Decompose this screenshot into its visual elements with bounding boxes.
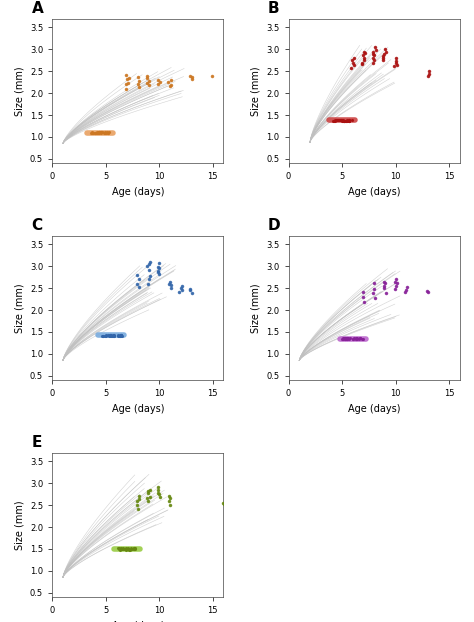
X-axis label: Age (days): Age (days) [348, 404, 401, 414]
Y-axis label: Size (mm): Size (mm) [251, 283, 261, 333]
X-axis label: Age (days): Age (days) [111, 404, 164, 414]
Text: B: B [268, 1, 280, 16]
Text: E: E [32, 435, 42, 450]
Text: D: D [268, 218, 281, 233]
Y-axis label: Size (mm): Size (mm) [251, 66, 261, 116]
Y-axis label: Size (mm): Size (mm) [14, 500, 24, 550]
Text: A: A [32, 1, 43, 16]
X-axis label: Age (days): Age (days) [111, 621, 164, 622]
X-axis label: Age (days): Age (days) [348, 187, 401, 197]
X-axis label: Age (days): Age (days) [111, 187, 164, 197]
Y-axis label: Size (mm): Size (mm) [14, 66, 24, 116]
Text: C: C [32, 218, 43, 233]
Y-axis label: Size (mm): Size (mm) [14, 283, 24, 333]
